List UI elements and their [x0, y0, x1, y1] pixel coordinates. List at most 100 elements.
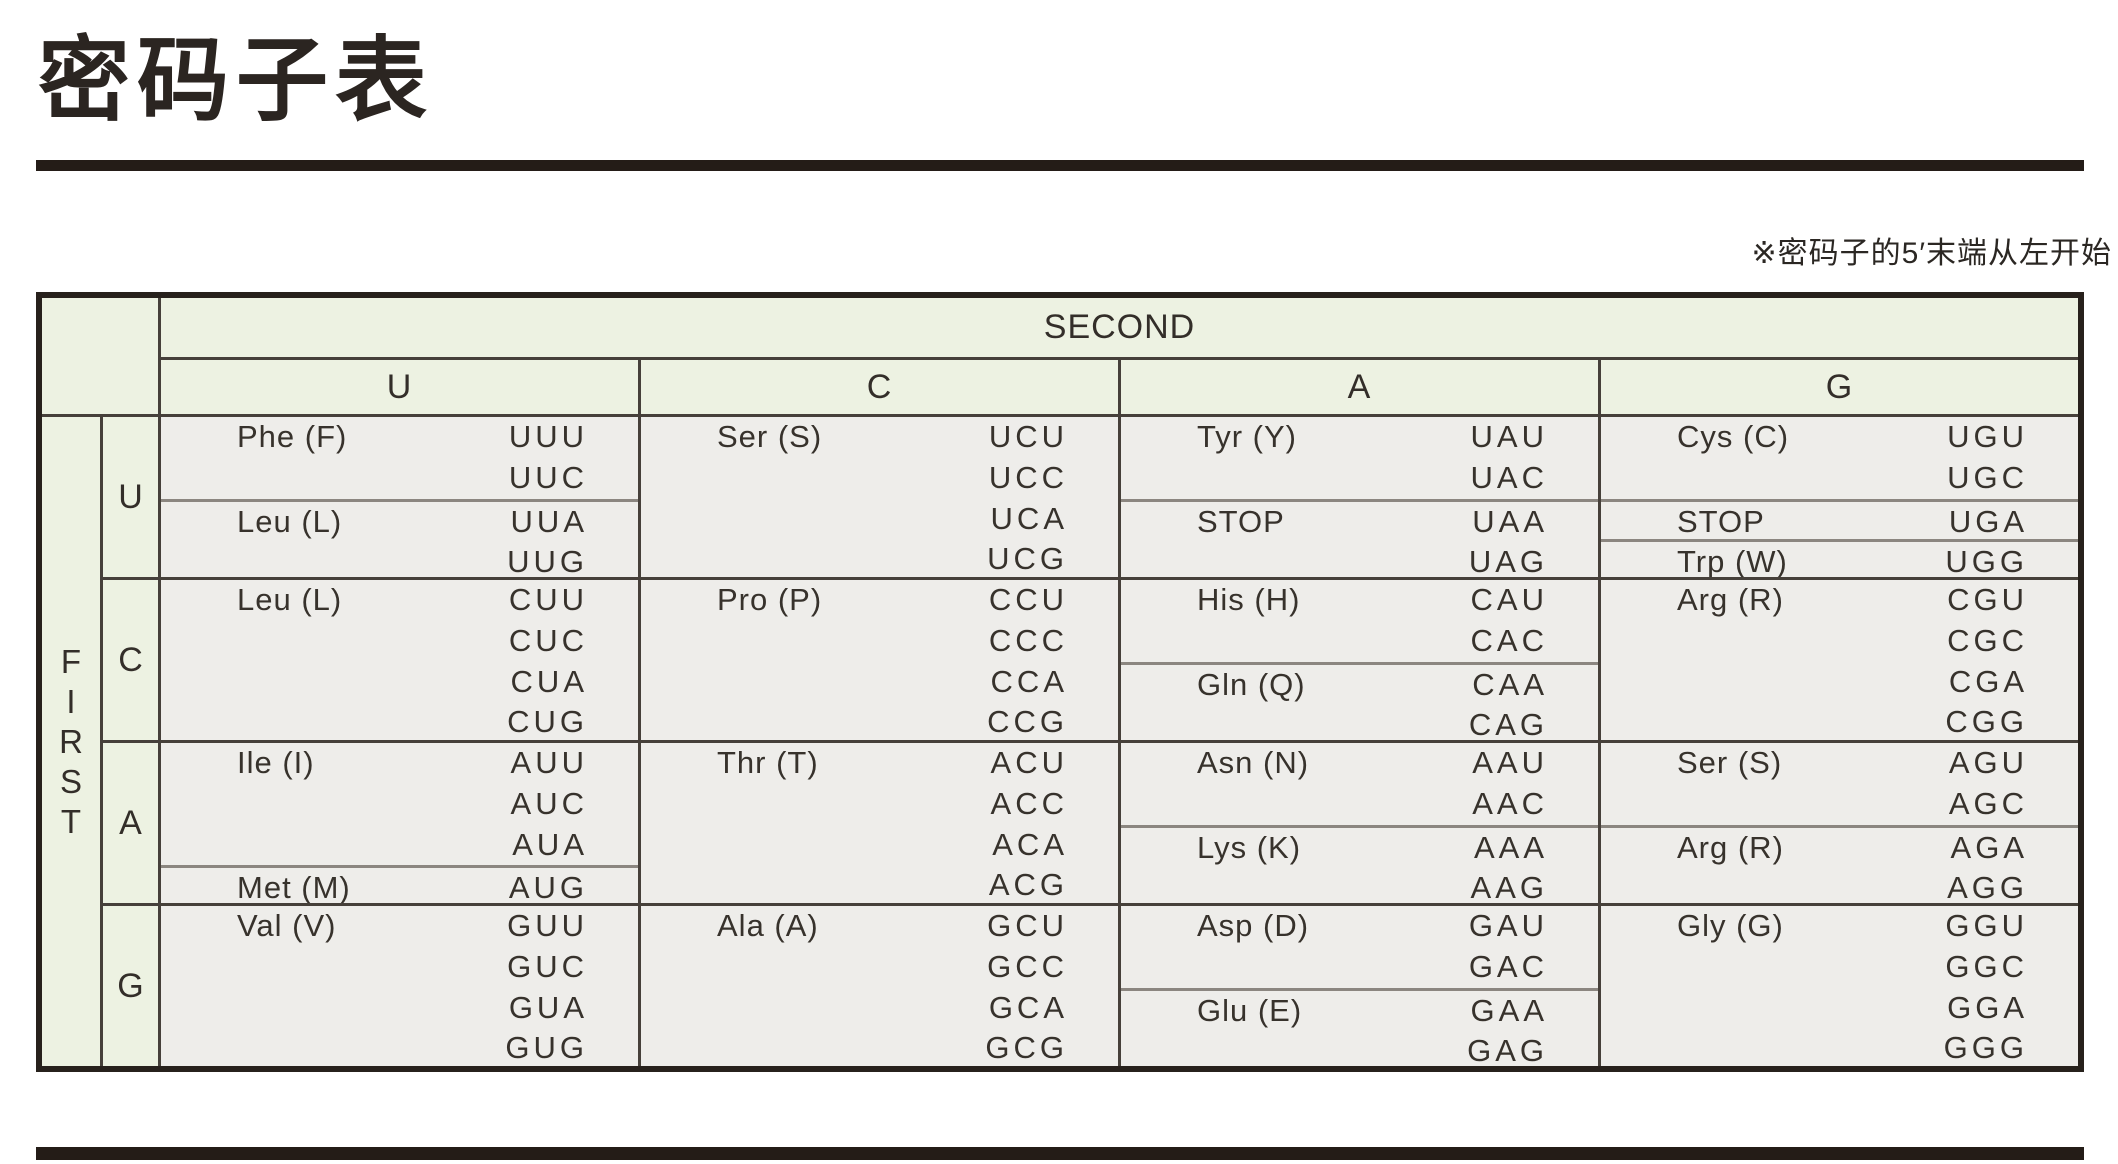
- second-header: SECOND: [158, 298, 2078, 357]
- amino-acid-label: Met (M): [237, 870, 351, 906]
- row-label-A: A: [100, 740, 158, 903]
- amino-acid-label: Phe (F): [237, 419, 348, 454]
- col-header-G: G: [1598, 357, 2078, 414]
- amino-acid-label: Gly (G): [1677, 908, 1784, 943]
- amino-acid-group: Leu (L) UUA UUG: [161, 498, 638, 584]
- codon-list: CAA CAG: [1469, 665, 1598, 747]
- codon-label: UUG: [507, 544, 588, 580]
- codon-label: GGG: [1943, 1030, 2028, 1066]
- corner-cell: [42, 298, 158, 414]
- amino-acid-group: Gly (G) GGU GGC GGA GGG: [1601, 906, 2078, 1069]
- amino-acid-label: Asp (D): [1197, 908, 1310, 943]
- codon-list: AAU AAC: [1472, 743, 1598, 825]
- amino-acid-label: Gln (Q): [1197, 666, 1306, 702]
- codon-label: UUA: [510, 503, 588, 539]
- first-header-letter: S: [59, 762, 82, 800]
- codon-cell-UA: Tyr (Y) UAU UAC STOP UAA UAG: [1118, 414, 1598, 579]
- codon-cell-AA: Asn (N) AAU AAC Lys (K) AAA AAG: [1118, 740, 1598, 905]
- first-header-letter: F: [60, 642, 82, 680]
- codon-list: AGA AGG: [1947, 828, 2078, 910]
- codon-label: ACC: [990, 785, 1068, 821]
- codon-label: UGU: [1947, 419, 2028, 454]
- codon-label: CUG: [507, 704, 588, 740]
- codon-cell-CC: Pro (P) CCU CCC CCA CCG: [638, 577, 1118, 740]
- codon-label: CUA: [510, 663, 588, 699]
- amino-acid-group: Ser (S) AGU AGC: [1601, 743, 2078, 825]
- codon-list: UGU UGC: [1947, 417, 2078, 499]
- codon-label: UCG: [987, 541, 1068, 577]
- codon-label: GGU: [1945, 908, 2028, 943]
- codon-list: CCU CCC CCA CCG: [987, 580, 1118, 743]
- codon-label: GAA: [1470, 992, 1548, 1028]
- page-title: 密码子表: [38, 30, 435, 132]
- amino-acid-group: Val (V) GUU GUC GUA GUG: [161, 906, 638, 1069]
- amino-acid-group: Asp (D) GAU GAC: [1121, 906, 1598, 988]
- amino-acid-label: Asn (N): [1197, 745, 1310, 780]
- codon-label: CCC: [988, 622, 1068, 658]
- codon-label: CGU: [1947, 582, 2028, 617]
- amino-acid-group: Arg (R) AGA AGG: [1601, 824, 2078, 910]
- codon-cell-AC: Thr (T) ACU ACC ACA ACG: [638, 740, 1118, 903]
- codon-label: UAC: [1470, 459, 1548, 495]
- amino-acid-group: Cys (C) UGU UGC: [1601, 417, 2078, 499]
- amino-acid-label: Pro (P): [717, 582, 823, 617]
- amino-acid-group: Arg (R) CGU CGC CGA CGG: [1601, 580, 2078, 743]
- amino-acid-label: Ser (S): [1677, 745, 1783, 780]
- codon-list: UUA UUG: [507, 502, 638, 584]
- codon-label: CAG: [1468, 707, 1548, 743]
- first-header-letter: R: [59, 722, 83, 760]
- codon-label: AGU: [1948, 745, 2028, 780]
- first-header-letter: I: [66, 682, 76, 720]
- amino-acid-label: Val (V): [237, 908, 337, 943]
- codon-label: AGG: [1947, 870, 2028, 906]
- codon-list: AAA AAG: [1471, 828, 1598, 910]
- codon-cell-CG: Arg (R) CGU CGC CGA CGG: [1598, 577, 2078, 740]
- codon-note: ※密码子的5′末端从左开始: [1751, 237, 2112, 270]
- amino-acid-group: STOP UGA: [1601, 498, 2078, 543]
- amino-acid-label: Tyr (Y): [1197, 419, 1297, 454]
- codon-label: GUU: [507, 908, 588, 943]
- title-rule: [36, 160, 2084, 171]
- codon-label: AGA: [1950, 829, 2028, 865]
- codon-cell-GA: Asp (D) GAU GAC Glu (E) GAA GAG: [1118, 903, 1598, 1068]
- codon-list: CUU CUC CUA CUG: [507, 580, 638, 743]
- codon-cell-GU: Val (V) GUU GUC GUA GUG: [158, 903, 638, 1066]
- codon-label: UUU: [508, 419, 588, 454]
- amino-acid-group: Phe (F) UUU UUC: [161, 417, 638, 499]
- codon-label: GUA: [508, 989, 588, 1025]
- amino-acid-group: Glu (E) GAA GAG: [1121, 987, 1598, 1073]
- col-header-A: A: [1118, 357, 1598, 414]
- amino-acid-label: Lys (K): [1197, 829, 1302, 865]
- codon-list: UCU UCC UCA UCG: [987, 417, 1118, 580]
- codon-label: CAU: [1470, 582, 1548, 617]
- amino-acid-group: Ile (I) AUU AUC AUA: [161, 743, 638, 865]
- codon-list: UAU UAC: [1471, 417, 1598, 499]
- col-header-C: C: [638, 357, 1118, 414]
- amino-acid-label: Ala (A): [717, 908, 819, 943]
- codon-cell-AU: Ile (I) AUU AUC AUA Met (M) AUG: [158, 740, 638, 905]
- codon-label: AGC: [1948, 785, 2028, 821]
- codon-label: GAG: [1467, 1033, 1548, 1069]
- codon-label: GCC: [987, 948, 1068, 984]
- codon-label: ACG: [988, 867, 1068, 903]
- codon-list: GAA GAG: [1467, 991, 1598, 1073]
- codon-label: CCU: [988, 582, 1068, 617]
- row-label-U: U: [100, 414, 158, 577]
- codon-list: GCU GCC GCA GCG: [985, 906, 1118, 1069]
- codon-label: CCA: [990, 663, 1068, 699]
- codon-list: UGA: [1949, 502, 2078, 543]
- codon-list: CGU CGC CGA CGG: [1945, 580, 2078, 743]
- codon-label: CGC: [1947, 622, 2028, 658]
- codon-label: AAG: [1470, 870, 1548, 906]
- amino-acid-group: His (H) CAU CAC: [1121, 580, 1598, 662]
- codon-label: UAU: [1470, 419, 1548, 454]
- codon-label: GUG: [505, 1030, 588, 1066]
- codon-label: AUC: [510, 785, 588, 821]
- codon-label: AUG: [508, 870, 588, 906]
- codon-label: UUC: [508, 459, 588, 495]
- codon-label: GGC: [1945, 948, 2028, 984]
- codon-label: UCA: [990, 500, 1068, 536]
- codon-label: CUU: [508, 582, 588, 617]
- codon-label: CGG: [1945, 704, 2028, 740]
